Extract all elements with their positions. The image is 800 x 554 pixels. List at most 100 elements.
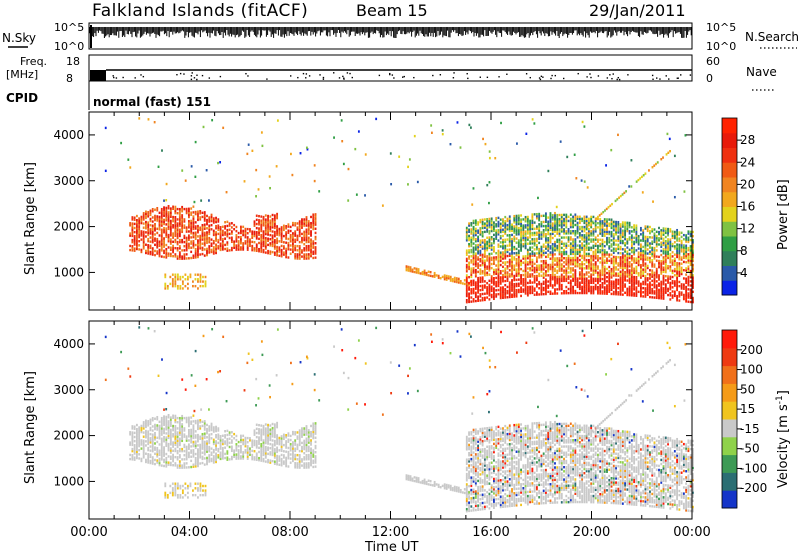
nave-dot <box>378 74 381 77</box>
power-cell <box>551 218 554 221</box>
power-cell <box>651 287 654 291</box>
power-cell <box>278 250 281 253</box>
power-cell <box>626 273 629 276</box>
power-cell <box>680 258 683 261</box>
power-cell <box>581 273 584 276</box>
power-cell <box>529 291 532 295</box>
power-cell <box>217 238 220 242</box>
power-cell <box>642 229 645 232</box>
power-cell <box>692 300 694 304</box>
power-cell <box>203 244 206 247</box>
velocity-cell <box>133 452 136 455</box>
power-cell <box>567 267 570 270</box>
power-cell <box>592 285 595 289</box>
power-cell <box>468 261 470 264</box>
power-cell <box>597 234 599 237</box>
power-cell <box>581 242 584 245</box>
power-cell <box>533 287 536 290</box>
power-cell <box>495 264 498 267</box>
power-cell <box>551 286 554 289</box>
power-cell <box>540 266 543 269</box>
power-cell <box>504 224 507 227</box>
power-cell <box>160 207 163 211</box>
power-cell <box>540 255 543 259</box>
power-cell <box>624 264 627 268</box>
power-cell <box>493 277 495 280</box>
power-cell <box>628 287 631 291</box>
power-cell <box>479 264 482 267</box>
power-cell <box>692 286 694 289</box>
power-cell <box>655 294 658 297</box>
velocity-cell <box>147 442 150 446</box>
power-cell <box>545 224 547 228</box>
power-cell <box>549 245 552 248</box>
power-cell <box>662 278 665 282</box>
power-cell <box>603 259 606 262</box>
power-cell <box>606 240 608 244</box>
power-cell <box>538 225 541 228</box>
power-cell <box>689 290 692 293</box>
power-cell <box>524 267 527 270</box>
power-cell <box>639 177 642 180</box>
velocity-cell <box>129 441 132 444</box>
velocity-echoes <box>104 326 694 513</box>
power-cell <box>490 252 493 255</box>
power-cell <box>474 227 477 231</box>
power-cell <box>504 292 507 295</box>
power-cell <box>138 225 141 228</box>
power-cell <box>633 230 636 233</box>
power-cell <box>314 242 317 245</box>
nave-dot <box>247 75 249 77</box>
power-cell <box>542 220 545 224</box>
power-cell <box>587 254 590 258</box>
power-cell <box>531 285 534 288</box>
power-cell <box>212 241 215 245</box>
power-cell <box>619 266 622 269</box>
power-cell <box>204 275 207 279</box>
power-cell <box>551 226 554 229</box>
power-cell <box>630 250 633 254</box>
power-cell <box>305 238 308 242</box>
power-cell <box>526 230 529 233</box>
power-cell <box>556 238 559 242</box>
power-cell <box>163 222 165 226</box>
power-cell <box>678 299 681 302</box>
nave-dot <box>402 76 404 78</box>
power-cell <box>673 234 676 238</box>
power-cell <box>511 279 513 282</box>
power-cell <box>504 255 507 258</box>
power-cell <box>524 217 527 221</box>
power-cell <box>199 245 202 248</box>
power-cell <box>165 247 168 251</box>
power-cell <box>219 242 222 245</box>
power-cell <box>653 281 656 285</box>
power-cell <box>626 279 629 282</box>
power-cell <box>560 277 563 281</box>
power-cell <box>192 233 195 237</box>
power-cell <box>506 273 509 276</box>
power-cell <box>660 290 663 294</box>
power-cell <box>619 241 622 245</box>
velocity-cell <box>138 430 141 433</box>
power-cell <box>615 286 617 290</box>
power-cell <box>174 207 177 211</box>
power-cell <box>228 232 231 236</box>
power-cell <box>192 225 195 229</box>
power-cell <box>520 274 522 277</box>
power-cell <box>165 223 168 226</box>
power-cell <box>158 219 161 223</box>
power-cell <box>642 295 645 298</box>
power-cell <box>255 235 258 238</box>
power-cell <box>612 228 615 232</box>
power-cell <box>486 183 489 187</box>
nave-dot <box>343 78 345 80</box>
power-cell <box>494 156 497 160</box>
power-cell <box>470 281 473 285</box>
power-cell <box>664 262 667 266</box>
power-cell <box>228 228 231 231</box>
power-cell <box>549 284 552 287</box>
power-cell <box>633 226 636 229</box>
power-cell <box>644 239 647 243</box>
power-cell <box>685 294 688 297</box>
power-cell <box>522 230 525 233</box>
